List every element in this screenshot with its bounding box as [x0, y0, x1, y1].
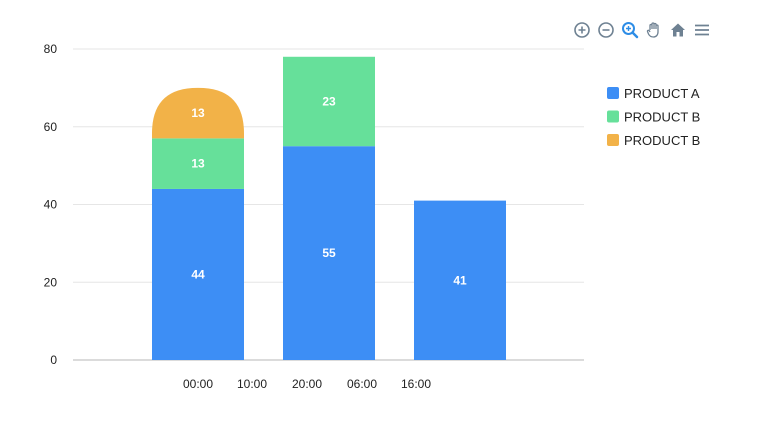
x-axis-labels: 00:00 10:00 20:00 06:00 16:00: [183, 377, 431, 391]
bar-value-label: 44: [191, 267, 205, 281]
y-tick-label: 40: [44, 198, 58, 212]
bar-segment: 13: [152, 87, 244, 139]
y-tick-label: 60: [44, 120, 58, 134]
legend-item[interactable]: PRODUCT A: [607, 86, 700, 101]
bar: [283, 146, 375, 360]
bar-value-label: 23: [322, 94, 336, 108]
x-tick-label: 06:00: [347, 377, 377, 391]
y-tick-label: 80: [44, 42, 58, 56]
y-tick-label: 20: [44, 275, 58, 289]
legend-marker: [607, 110, 619, 123]
bar: [152, 188, 244, 360]
y-axis-labels: 0 20 40 60 80: [44, 42, 58, 367]
bar: [152, 87, 244, 139]
reset-home-icon[interactable]: [668, 20, 688, 40]
legend-marker: [607, 87, 619, 99]
x-tick-label: 16:00: [401, 377, 431, 391]
legend: PRODUCT A PRODUCT B PRODUCT B: [607, 86, 700, 148]
legend-item[interactable]: PRODUCT B: [607, 110, 700, 125]
bar-segment: 41: [414, 200, 506, 360]
legend-label: PRODUCT A: [624, 86, 700, 101]
menu-icon[interactable]: [692, 20, 712, 40]
chart-toolbar: [572, 20, 712, 40]
bar-segment: 13: [152, 138, 244, 189]
bar: [283, 56, 375, 147]
y-tick-label: 0: [50, 353, 57, 367]
selection-zoom-icon[interactable]: [620, 20, 640, 40]
bar-segment: 44: [152, 188, 244, 360]
bars: 44 13 13 55 23 41: [152, 56, 506, 360]
bar: [152, 138, 244, 189]
x-tick-label: 10:00: [237, 377, 267, 391]
bar-value-label: 41: [453, 273, 467, 287]
zoom-out-icon[interactable]: [596, 20, 616, 40]
bar-segment: 23: [283, 56, 375, 147]
zoom-in-icon[interactable]: [572, 20, 592, 40]
x-tick-label: 00:00: [183, 377, 213, 391]
legend-item[interactable]: PRODUCT B: [607, 133, 700, 148]
bar-value-label: 13: [191, 157, 205, 171]
pan-icon[interactable]: [644, 20, 664, 40]
legend-marker: [607, 134, 619, 146]
legend-label: PRODUCT B: [624, 133, 700, 148]
bar-segment: 55: [283, 146, 375, 360]
bar-value-label: 13: [191, 106, 205, 120]
legend-label: PRODUCT B: [624, 110, 700, 125]
bar: [414, 200, 506, 360]
x-tick-label: 20:00: [292, 377, 322, 391]
bar-value-label: 55: [322, 246, 336, 260]
